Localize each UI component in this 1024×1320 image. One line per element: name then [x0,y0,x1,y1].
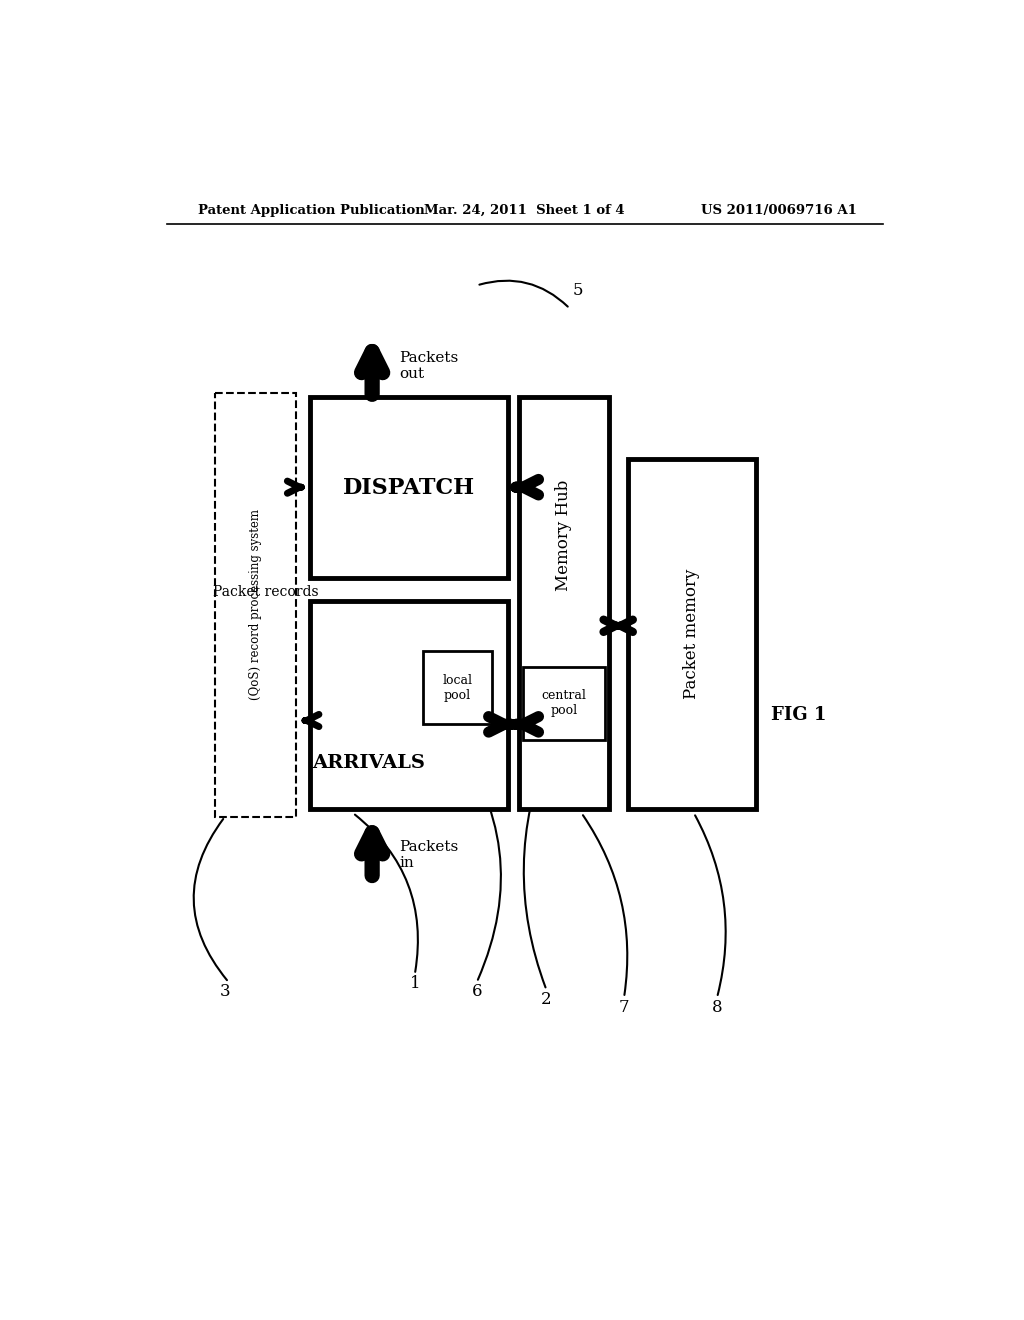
Text: ARRIVALS: ARRIVALS [312,754,425,772]
Text: 3: 3 [219,983,230,1001]
Bar [519,397,608,809]
Text: FIG 1: FIG 1 [771,706,826,725]
Bar [423,651,493,725]
Bar [628,459,756,809]
Text: central
pool: central pool [542,689,587,717]
Text: 5: 5 [572,281,583,298]
Text: Packet memory: Packet memory [683,569,700,700]
Text: US 2011/0069716 A1: US 2011/0069716 A1 [700,205,856,218]
Text: 6: 6 [471,983,482,1001]
Text: Packet records: Packet records [213,585,318,599]
Bar [310,397,508,578]
Text: 7: 7 [618,998,630,1015]
Text: 2: 2 [542,991,552,1008]
Text: DISPATCH: DISPATCH [343,477,475,499]
Text: Packets
out: Packets out [399,351,459,381]
Bar [215,393,296,817]
Bar [523,667,604,739]
Bar [310,601,508,809]
Text: local
pool: local pool [442,673,472,702]
Text: (QoS) record processing system: (QoS) record processing system [249,510,262,701]
Text: Memory Hub: Memory Hub [555,480,572,591]
Text: Packets
in: Packets in [399,840,459,870]
Text: 8: 8 [712,998,722,1015]
Text: 1: 1 [410,975,420,993]
Text: Patent Application Publication: Patent Application Publication [198,205,425,218]
Text: Mar. 24, 2011  Sheet 1 of 4: Mar. 24, 2011 Sheet 1 of 4 [425,205,625,218]
